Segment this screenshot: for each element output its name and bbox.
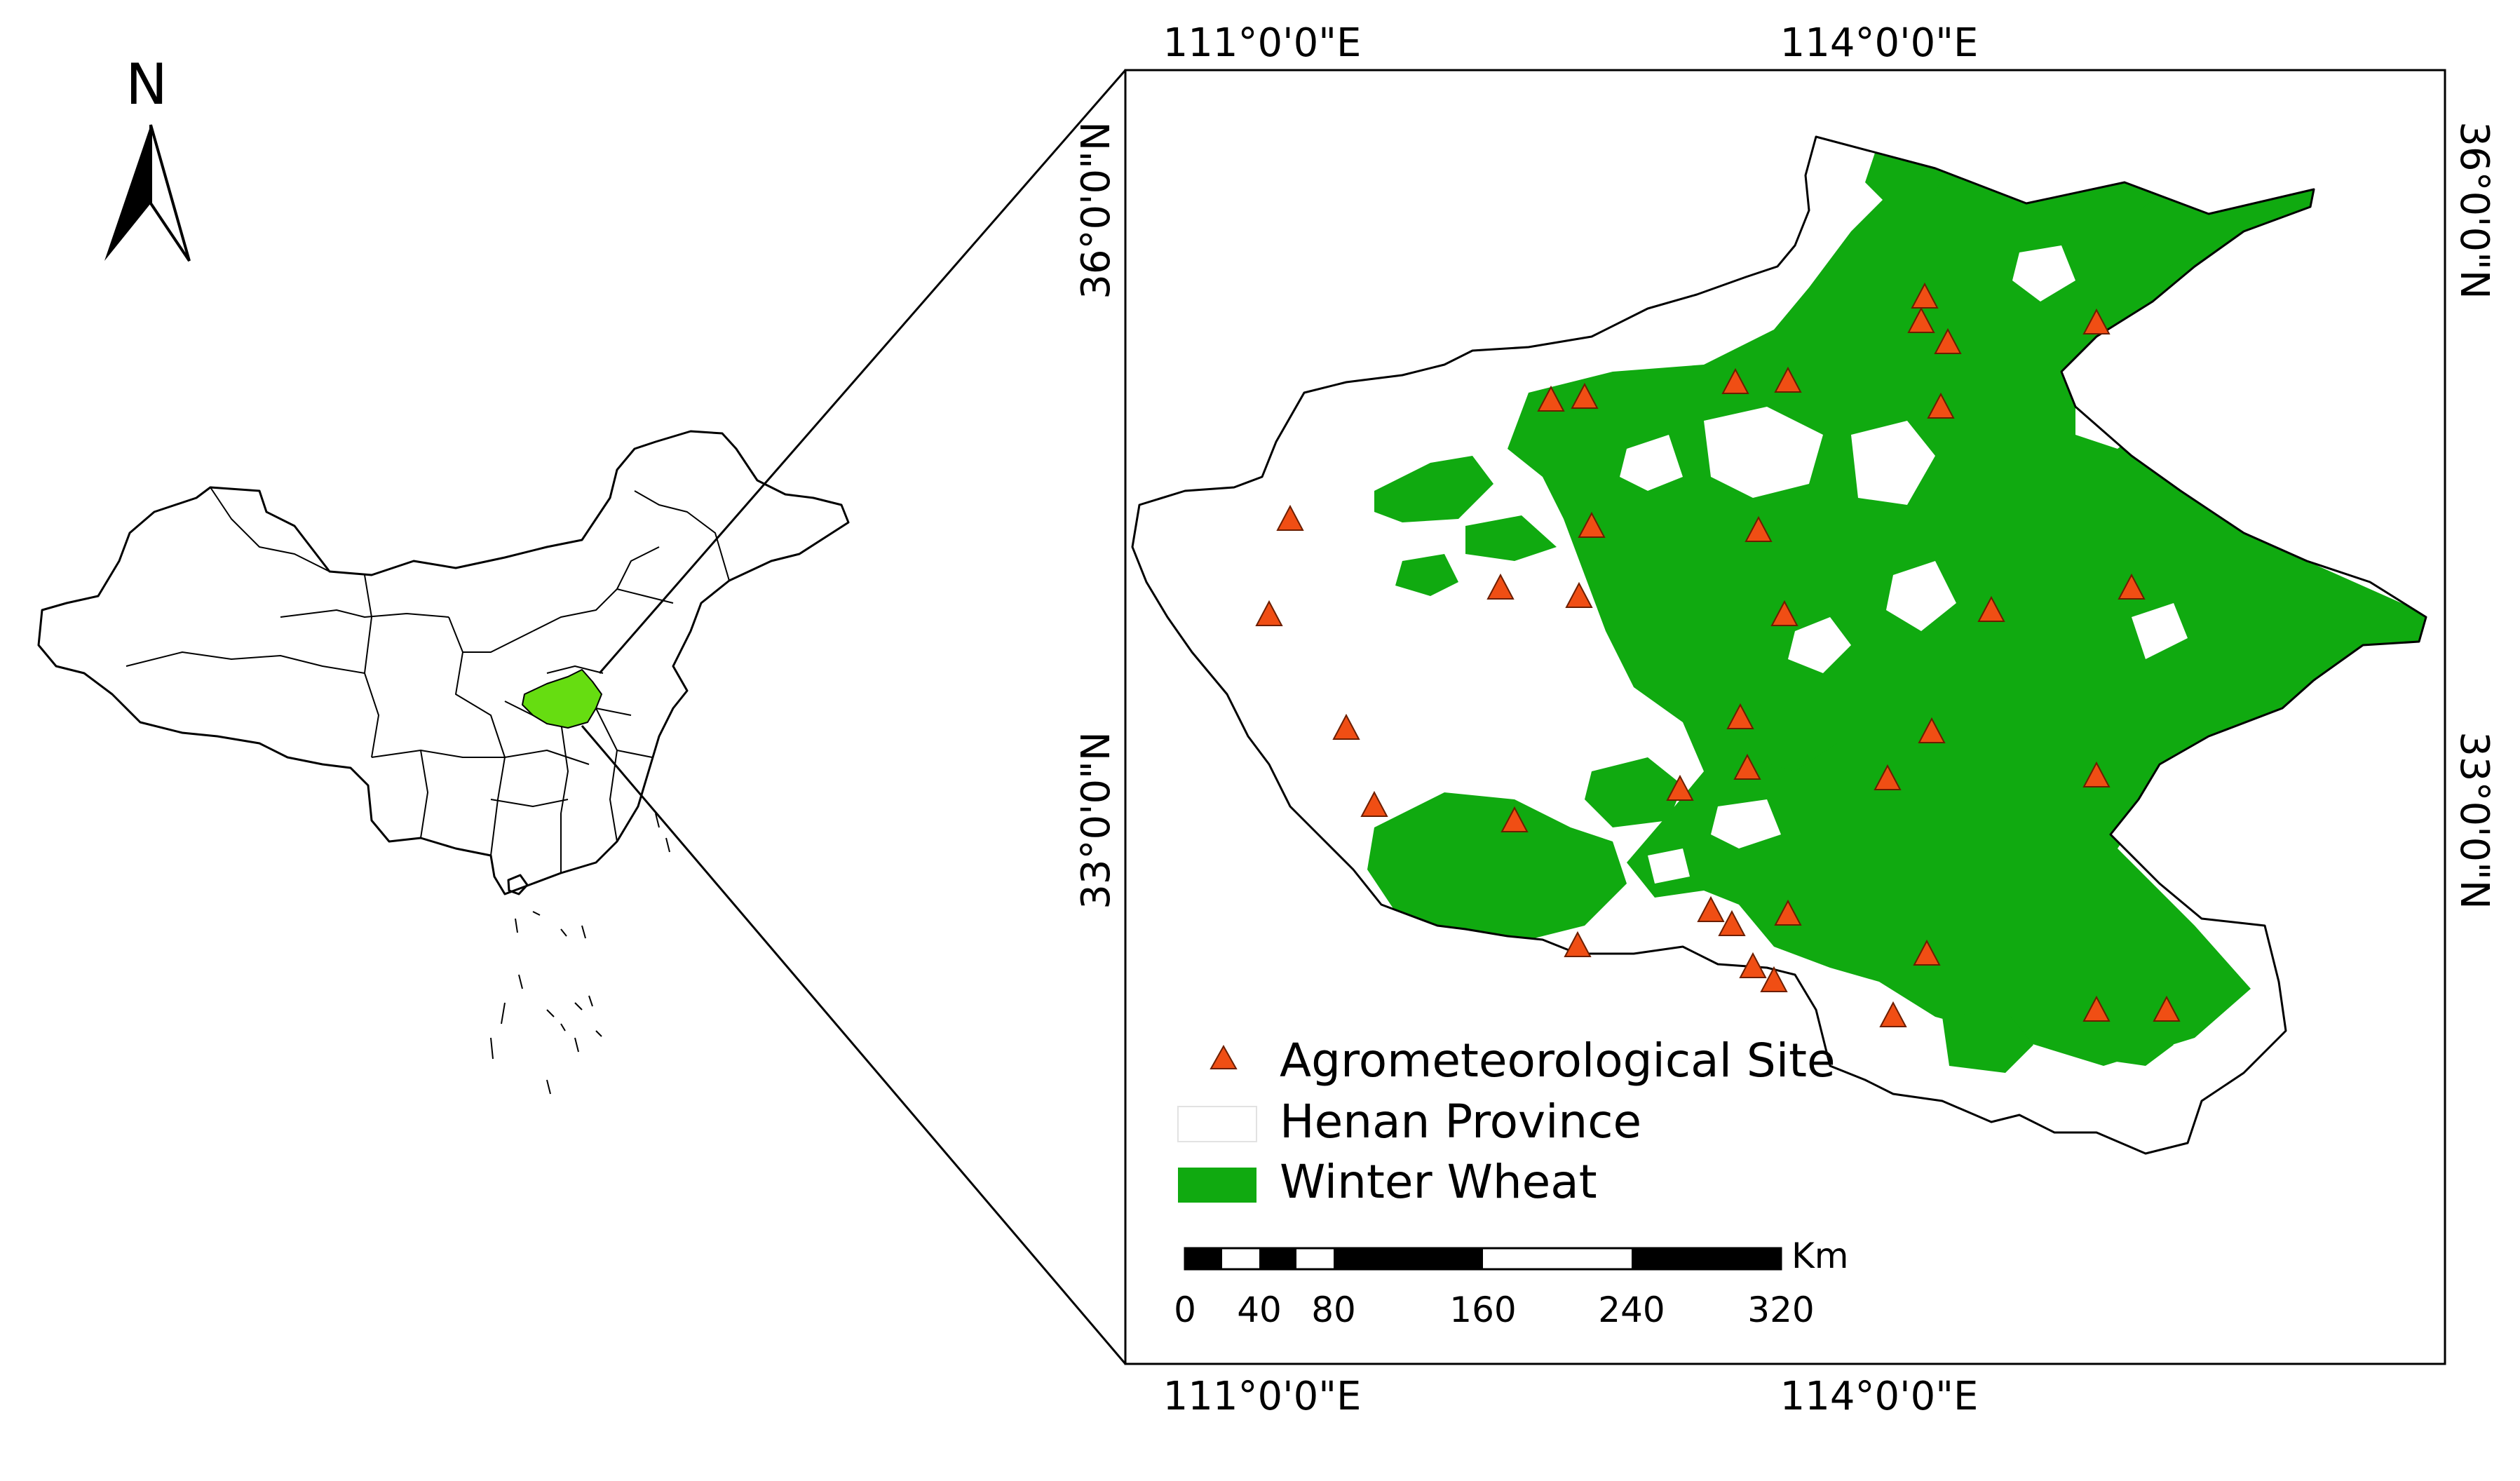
site-marker	[1578, 511, 1606, 538]
north-arrow: N	[104, 52, 191, 262]
lon-label-bottom-111: 111°0'0"E	[1163, 1374, 1362, 1419]
site-marker	[1911, 282, 1939, 309]
graticule-labels: 111°0'0"E 114°0'0"E 111°0'0"E 114°0'0"E …	[1073, 20, 2497, 1419]
site-marker	[1501, 806, 1529, 832]
site-marker	[1564, 931, 1592, 957]
scale-tick-240: 240	[1598, 1290, 1665, 1330]
site-marker	[1977, 595, 2005, 622]
site-marker	[1913, 939, 1941, 966]
site-marker	[1537, 385, 1565, 412]
north-label: N	[126, 52, 168, 117]
scale-bar: Km 0 40 80 160 240 320	[1174, 1236, 1848, 1330]
inset-connector-lines	[581, 69, 1127, 1365]
site-marker	[1907, 306, 1935, 333]
lat-label-left-33: 33°0'0"N	[1073, 731, 1119, 909]
china-outline	[37, 430, 850, 895]
lat-label-right-33: 33°0'0"N	[2451, 731, 2497, 909]
site-marker	[1774, 899, 1802, 926]
site-marker	[2082, 308, 2111, 334]
site-marker	[1918, 717, 1946, 743]
scale-tick-0: 0	[1174, 1290, 1196, 1330]
scale-tick-40: 40	[1237, 1290, 1282, 1330]
lat-label-left-36: 36°0'0"N	[1073, 121, 1119, 299]
site-marker	[1934, 327, 1962, 354]
site-marker	[2118, 573, 2146, 600]
site-marker	[1739, 952, 1767, 978]
non-wheat-gaps	[1620, 245, 2188, 884]
legend-label-province: Henan Province	[1280, 1095, 1641, 1149]
site-marker	[1879, 1001, 1907, 1027]
site-marker	[1697, 895, 1725, 922]
scale-tick-80: 80	[1311, 1290, 1356, 1330]
site-marker	[1360, 790, 1388, 817]
legend-item-site: Agrometeorological Site	[1210, 1034, 1836, 1088]
henan-highlight	[522, 669, 602, 729]
legend-item-province: Henan Province	[1177, 1095, 1641, 1149]
triangle-site-icon	[1210, 1044, 1238, 1069]
wheat-swatch	[1178, 1168, 1256, 1203]
site-marker	[1774, 366, 1802, 393]
legend-label-site: Agrometeorological Site	[1280, 1034, 1836, 1088]
north-arrow-icon	[104, 124, 191, 262]
site-marker	[2082, 761, 2111, 787]
site-marker	[1666, 774, 1694, 801]
province-borders	[126, 487, 730, 873]
site-marker	[1726, 703, 1754, 729]
site-marker	[1874, 764, 1902, 790]
south-china-sea-islands	[490, 813, 670, 1095]
site-marker	[1276, 504, 1304, 531]
site-marker	[1760, 966, 1788, 992]
china-overview-map	[37, 430, 850, 1095]
site-marker	[1565, 581, 1593, 608]
site-marker	[1486, 573, 1515, 600]
lat-label-right-36: 36°0'0"N	[2451, 121, 2497, 299]
site-marker	[1927, 392, 1955, 419]
scale-tick-320: 320	[1747, 1290, 1814, 1330]
site-marker	[1255, 600, 1283, 626]
inset-frame	[1124, 69, 2446, 1365]
site-marker	[1332, 713, 1360, 740]
site-marker	[1733, 753, 1761, 780]
scale-tick-160: 160	[1449, 1290, 1516, 1330]
site-marker	[1718, 909, 1746, 936]
site-marker	[1571, 382, 1599, 409]
site-marker	[2153, 995, 2181, 1022]
lon-label-bottom-114: 114°0'0"E	[1780, 1374, 1979, 1419]
scale-unit: Km	[1791, 1236, 1849, 1276]
henan-province-map	[1131, 135, 2427, 1155]
site-marker	[1770, 600, 1798, 626]
map-legend: Agrometeorological Site Henan Province W…	[1177, 1034, 1836, 1209]
site-marker	[1721, 367, 1749, 394]
legend-label-wheat: Winter Wheat	[1280, 1155, 1597, 1209]
province-swatch	[1177, 1106, 1257, 1142]
site-marker	[1745, 515, 1773, 542]
lon-label-top-114: 114°0'0"E	[1780, 20, 1979, 66]
lon-label-top-111: 111°0'0"E	[1163, 20, 1362, 66]
henan-outline	[1131, 135, 2427, 1155]
agrometeorological-sites	[1255, 282, 2181, 1027]
hainan-island	[507, 874, 529, 895]
legend-item-wheat: Winter Wheat	[1178, 1155, 1597, 1209]
site-marker	[2082, 995, 2111, 1022]
